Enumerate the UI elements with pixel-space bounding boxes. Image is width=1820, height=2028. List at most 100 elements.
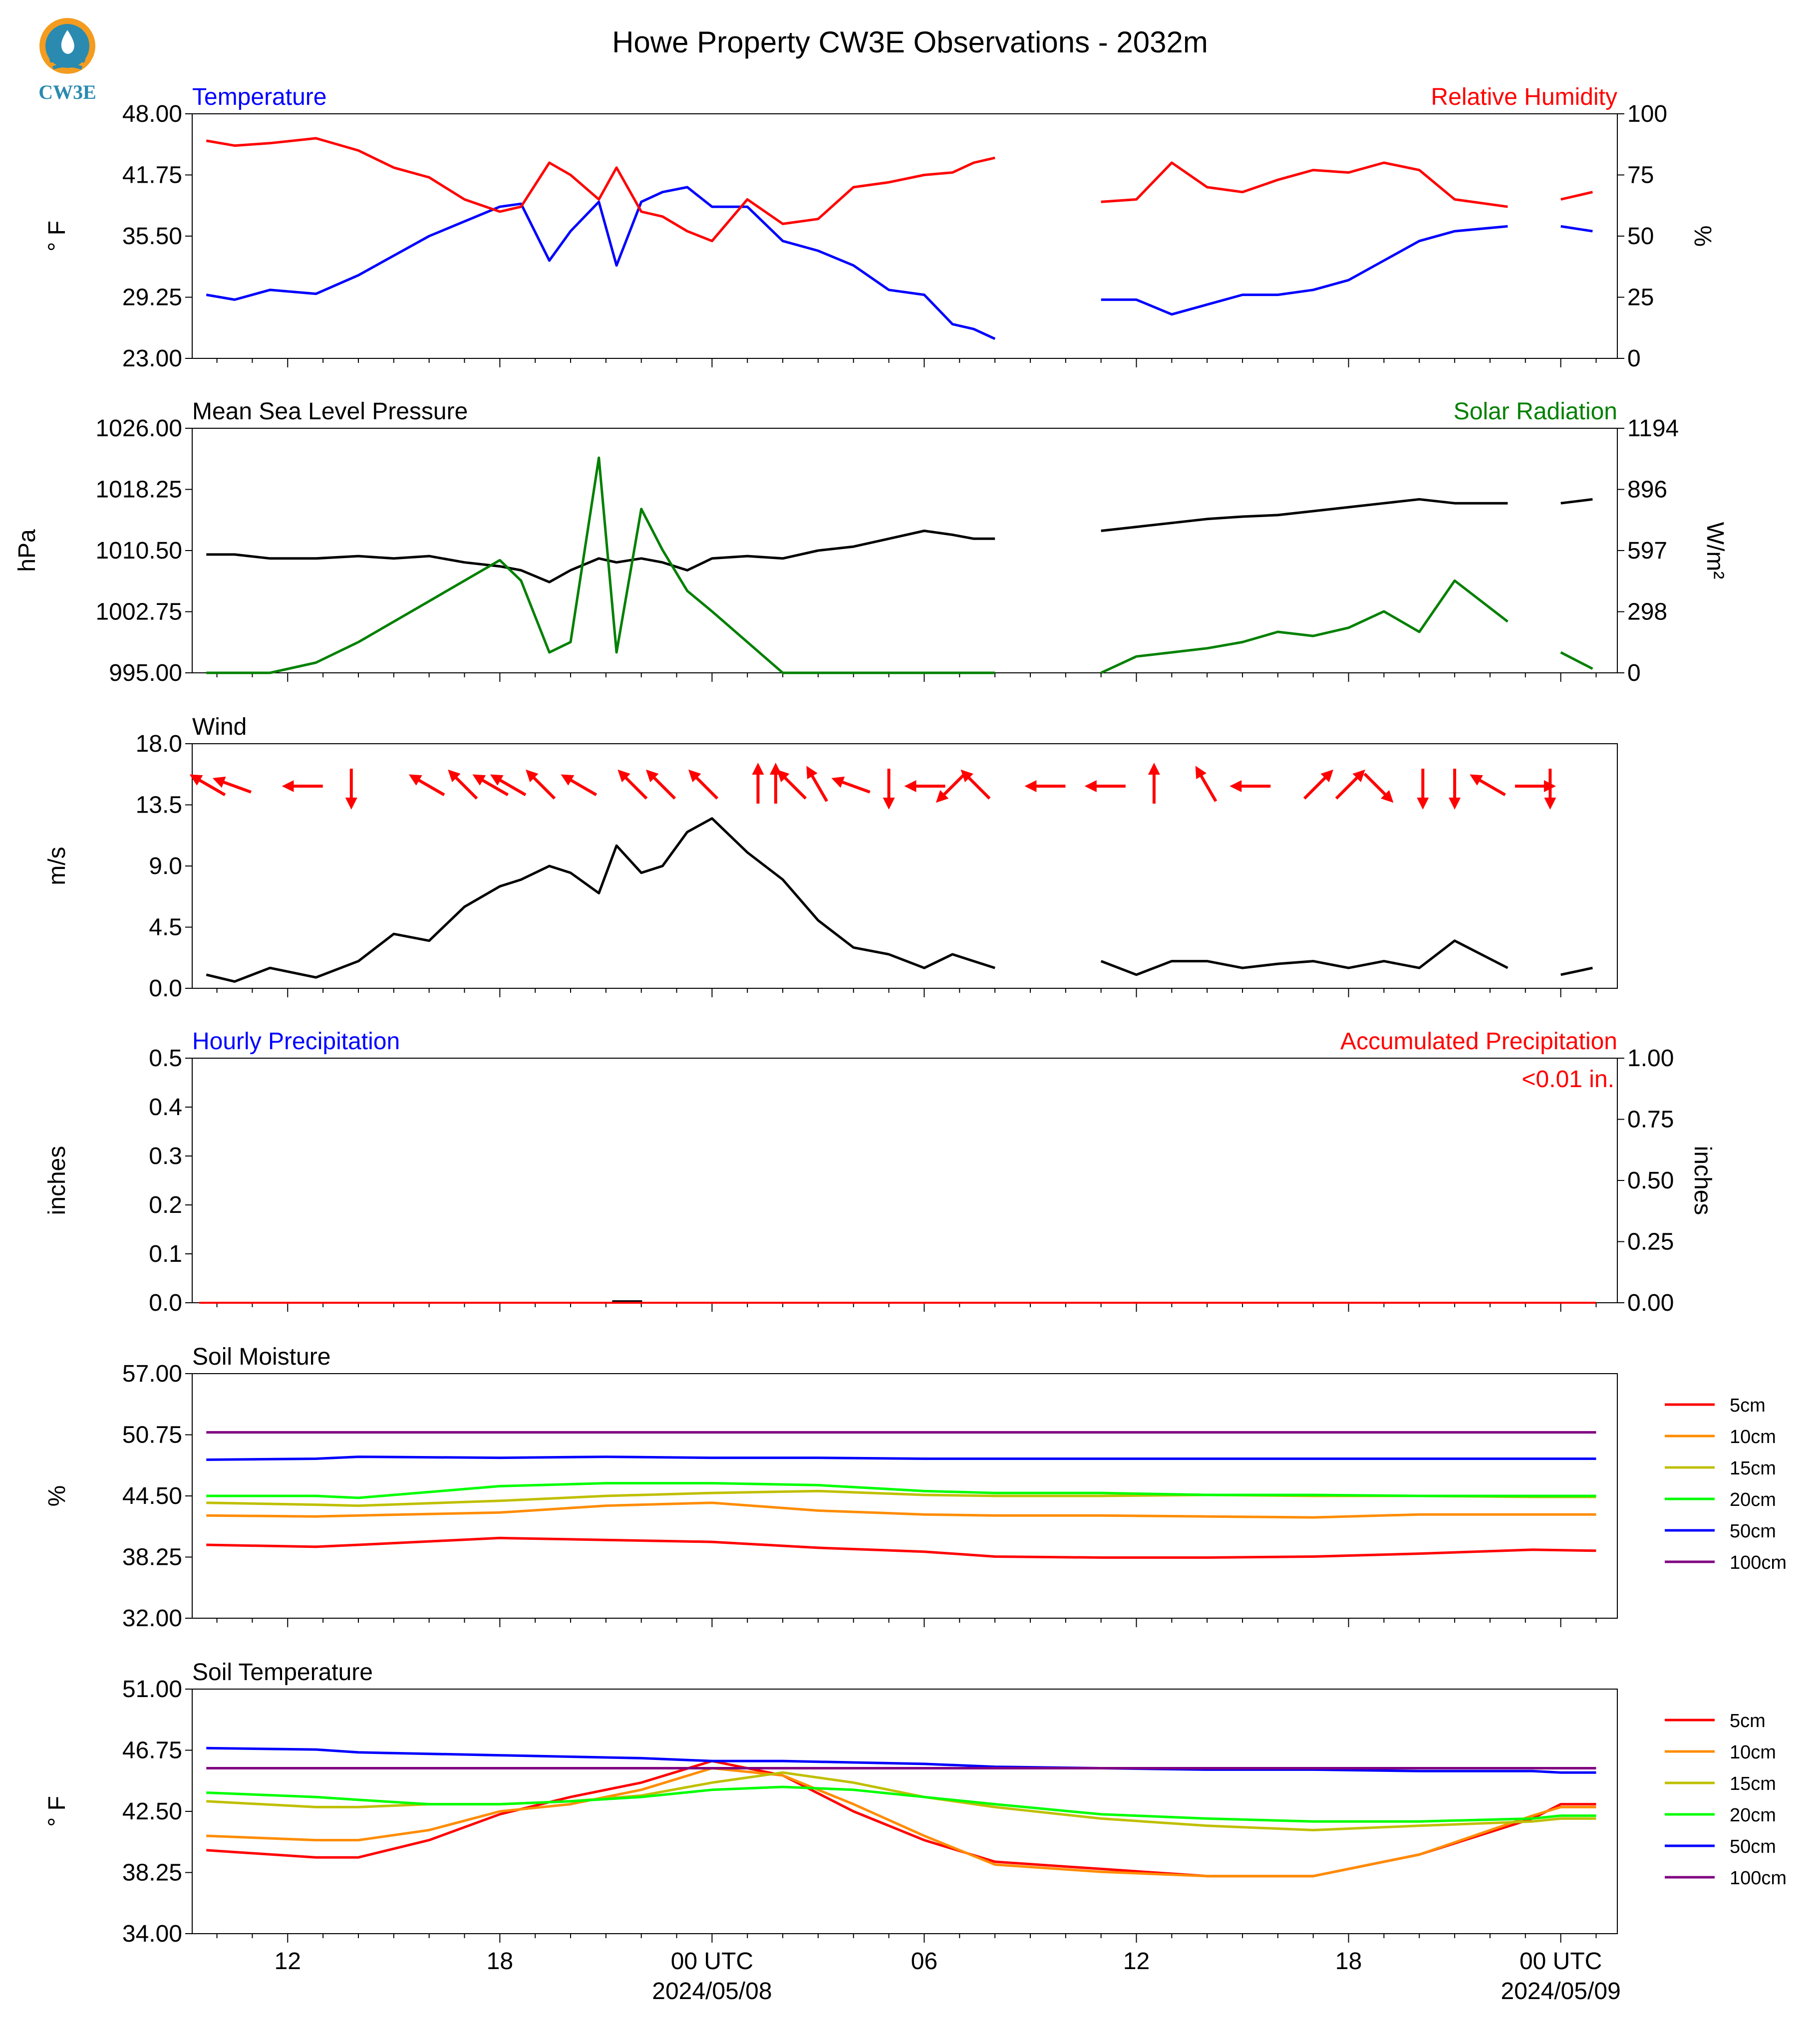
panel-title-left: Mean Sea Level Pressure: [192, 398, 468, 425]
series-line-relative-humidity: [206, 137, 1593, 243]
series-group: [206, 456, 1593, 674]
y-tick-label-left: 57.00: [122, 1361, 182, 1387]
y-axis-label-left: %: [44, 1485, 70, 1507]
figure-title: Howe Property CW3E Observations - 2032m: [612, 25, 1208, 59]
panel-title-right: Relative Humidity: [1431, 84, 1617, 110]
y-tick-label-right: 0: [1627, 660, 1641, 686]
series-line-mean-sea-level-pressure: [206, 498, 1593, 583]
y-tick-label-right: 0.75: [1627, 1107, 1674, 1133]
panels: Temperature Relative Humidity 48.00 41.75 35…: [14, 84, 1787, 1947]
wind-arrow: [1335, 769, 1365, 800]
panel-title-left: Soil Moisture: [192, 1344, 330, 1370]
plot-frame: [192, 1058, 1618, 1303]
panel-5: Soil Moisture 57.00 50.75 44.50 38.25 32.00% 5…: [44, 1344, 1787, 1632]
y-tick-label-left: 41.75: [122, 162, 182, 189]
plot-frame: [192, 1689, 1618, 1934]
panel-3: Wind 18.0 13.5 9.0 4.5 0.0 m/s: [44, 714, 1618, 1002]
wind-arrow: [490, 774, 527, 797]
panel-2: Mean Sea Level Pressure Solar Radiation 10…: [14, 398, 1728, 686]
legend-label: 15cm: [1730, 1458, 1776, 1479]
wind-arrow: [526, 769, 556, 800]
wind-arrow: [189, 774, 226, 797]
x-tick-label: 12: [1123, 1948, 1150, 1975]
y-tick-label-left: 0.0: [149, 975, 182, 1002]
x-tick-label: 00 UTC: [671, 1948, 753, 1975]
y-tick-label-right: 0: [1627, 345, 1641, 372]
legend-label: 15cm: [1730, 1773, 1776, 1794]
plot-frame: [192, 743, 1618, 989]
y-tick-label-left: 1018.25: [95, 477, 182, 503]
wind-arrow: [688, 769, 719, 800]
wind-arrow: [806, 766, 829, 802]
panel-1: Temperature Relative Humidity 48.00 41.75 35…: [44, 84, 1716, 372]
y-tick-label-right: 298: [1627, 599, 1667, 625]
y-tick-label-right: 1.00: [1627, 1045, 1674, 1072]
precip-annotation: <0.01 in.: [1522, 1066, 1614, 1093]
x-tick-label: 18: [1335, 1948, 1362, 1975]
series-line-5cm: [206, 1759, 1596, 1878]
legend-label: 20cm: [1730, 1805, 1776, 1826]
y-tick-label-left: 9.0: [149, 853, 182, 879]
y-tick-label-left: 0.2: [149, 1192, 182, 1218]
wind-arrow: [212, 776, 252, 794]
panel-title-left: Temperature: [192, 84, 326, 110]
series-line-20cm: [206, 1482, 1596, 1499]
y-tick-label-left: 42.50: [122, 1798, 182, 1825]
wind-arrow: [408, 774, 445, 797]
wind-arrow: [448, 769, 478, 800]
x-tick-label: 18: [487, 1948, 513, 1975]
y-tick-label-left: 0.0: [149, 1290, 182, 1316]
panel-title-right: Solar Radiation: [1454, 398, 1617, 425]
y-tick-label-right: 25: [1627, 285, 1654, 311]
legend-label: 10cm: [1730, 1742, 1776, 1763]
y-tick-label-left: 0.5: [149, 1045, 182, 1072]
legend-label: 50cm: [1730, 1836, 1776, 1857]
series-line-temperature: [206, 186, 1593, 340]
y-tick-label-left: 50.75: [122, 1422, 182, 1449]
legend-label: 100cm: [1730, 1552, 1787, 1573]
panel-title-right: Accumulated Precipitation: [1340, 1028, 1617, 1055]
legend-label: 10cm: [1730, 1427, 1776, 1448]
wind-arrow: [645, 769, 676, 800]
y-tick-label-left: 23.00: [122, 345, 182, 372]
legend-label: 100cm: [1730, 1868, 1787, 1889]
y-tick-label-left: 1026.00: [95, 415, 182, 442]
y-axis-label-right: W/m²: [1702, 522, 1728, 579]
y-tick-label-left: 46.75: [122, 1738, 182, 1764]
wind-arrow: [1303, 769, 1334, 800]
wind-arrow: [561, 774, 598, 797]
time-axis: 12 18 00 UTC 06 12 18 00 UTC 2024/05/08 2024/05/…: [275, 1948, 1621, 2005]
y-axis-label-left: hPa: [14, 529, 40, 572]
y-tick-label-right: 75: [1627, 162, 1654, 189]
logo-text: CW3E: [38, 81, 96, 103]
y-tick-label-right: 0.50: [1627, 1167, 1674, 1194]
y-tick-label-right: 50: [1627, 223, 1654, 250]
series-line-50cm: [206, 1455, 1596, 1461]
series-line-20cm: [206, 1785, 1596, 1823]
y-tick-label-left: 0.4: [149, 1094, 182, 1121]
legend-label: 50cm: [1730, 1521, 1776, 1542]
plot-frame: [192, 428, 1618, 673]
series-group: [199, 1300, 1596, 1304]
legend-label: 5cm: [1730, 1711, 1766, 1732]
wind-arrow: [831, 776, 871, 794]
y-axis-label-left: ° F: [44, 221, 70, 252]
y-tick-label-left: 0.3: [149, 1143, 182, 1169]
panel-title-left: Wind: [192, 714, 247, 740]
panel-6: Soil Temperature 51.00 46.75 42.50 38.25 34.0…: [44, 1659, 1787, 1947]
series-line-5cm: [206, 1536, 1596, 1559]
x-date-label: 2024/05/08: [652, 1978, 772, 2005]
series-line-solar-radiation: [206, 456, 1593, 674]
y-tick-label-left: 34.00: [122, 1921, 182, 1947]
y-tick-label-left: 35.50: [122, 223, 182, 250]
wind-arrow: [1363, 773, 1394, 803]
series-line-10cm: [206, 1767, 1596, 1878]
panel-title-left: Soil Temperature: [192, 1659, 373, 1686]
y-tick-label-right: 597: [1627, 538, 1667, 564]
wind-arrow: [1195, 766, 1217, 802]
x-date-label: 2024/05/09: [1501, 1978, 1621, 2005]
y-tick-label-left: 0.1: [149, 1241, 182, 1267]
y-tick-label-right: 100: [1627, 101, 1667, 127]
y-tick-label-right: 1194: [1627, 415, 1679, 442]
